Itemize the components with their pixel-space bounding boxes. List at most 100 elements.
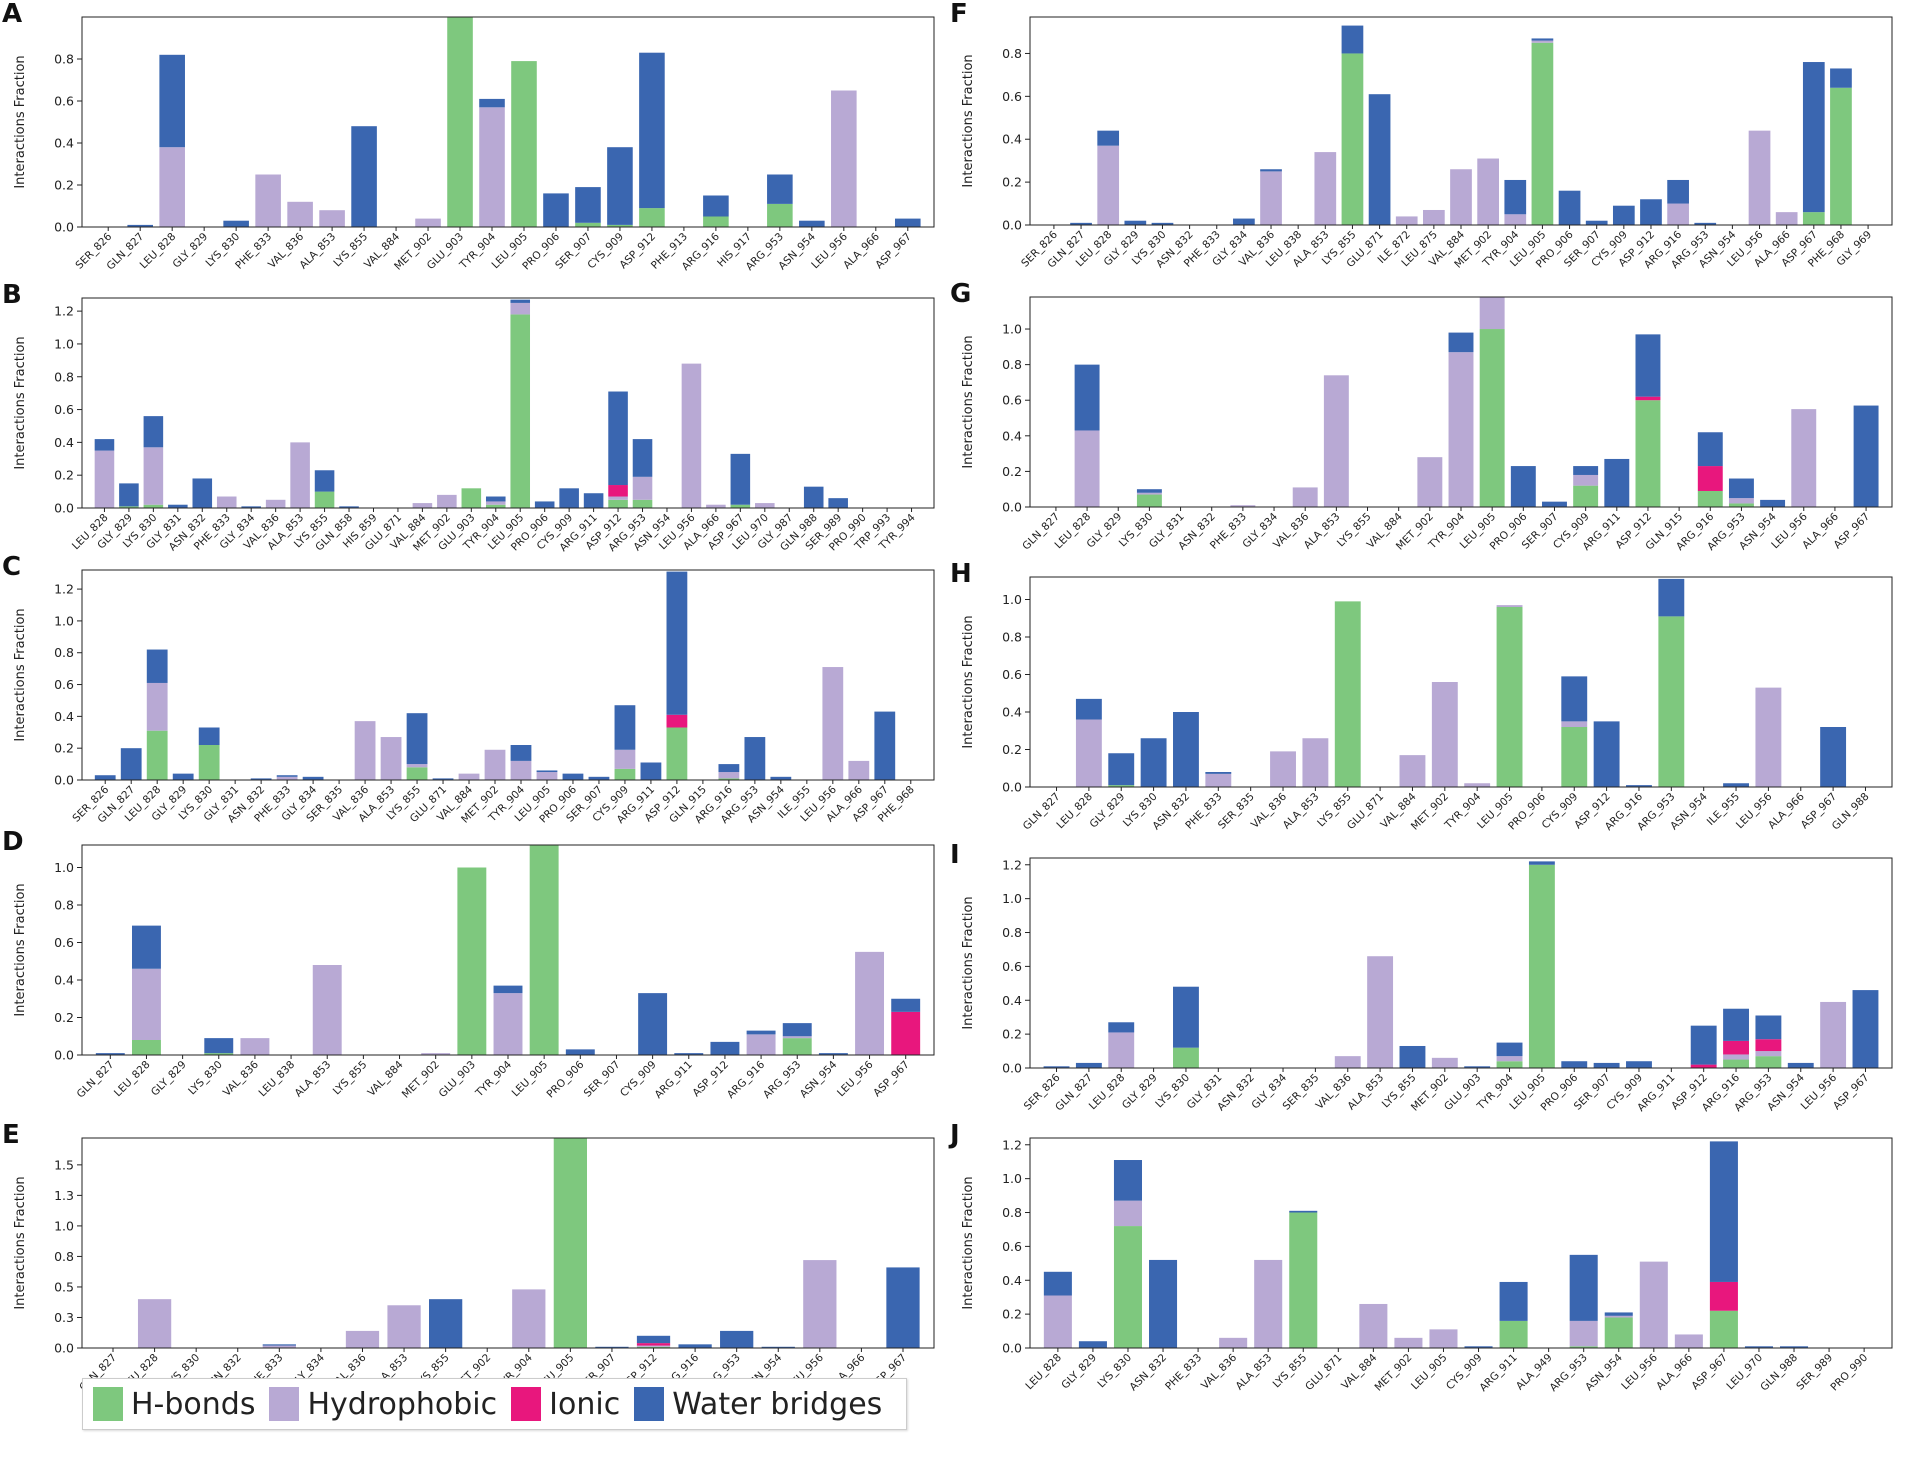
x-tick-label: LEU_838 xyxy=(257,1059,298,1100)
panel-letter: C xyxy=(2,552,21,582)
bar-hydrophobic-ala-966 xyxy=(848,760,870,780)
y-tick-label: 1.0 xyxy=(1002,891,1022,906)
y-tick-label: 1.0 xyxy=(1002,1171,1022,1186)
bar-hydrophobic-phe-833 xyxy=(216,496,237,508)
bar-h-bonds-cys-909 xyxy=(1561,727,1588,787)
y-tick-label: 0.6 xyxy=(1002,89,1022,104)
bar-h-bonds-lys-830 xyxy=(143,504,164,508)
bar-h-bonds-glu-903 xyxy=(461,488,482,508)
bar-h-bonds-arg-916 xyxy=(703,216,729,227)
bar-water-bridges-asn-954 xyxy=(1760,499,1786,507)
bar-water-bridges-asp-912 xyxy=(1635,334,1661,397)
panel-letter: E xyxy=(2,1120,20,1150)
x-tick-label: LEU_905 xyxy=(1409,1352,1450,1393)
bar-hydrophobic-ala-853 xyxy=(1254,1259,1283,1348)
bar-water-bridges-lys-830 xyxy=(143,416,164,448)
bar-h-bonds-leu-905 xyxy=(1496,607,1523,787)
y-tick-label: 0.8 xyxy=(54,1249,74,1264)
bar-hydrophobic-ala-853 xyxy=(290,442,310,508)
bar-hydrophobic-ala-853 xyxy=(1323,375,1349,507)
bar-water-bridges-leu-970 xyxy=(1744,1346,1773,1348)
bar-water-bridges-gln-827 xyxy=(95,1053,125,1055)
bar-hydrophobic-leu-828 xyxy=(146,682,168,731)
x-tick-label: VAL_836 xyxy=(221,1058,261,1098)
bar-h-bonds-leu-905 xyxy=(553,1138,587,1348)
y-tick-label: 0.6 xyxy=(54,94,74,109)
bar-water-bridges-arg-916 xyxy=(718,764,740,773)
x-tick-label: LYS_855 xyxy=(331,1059,370,1098)
bar-water-bridges-leu-828 xyxy=(1074,364,1100,431)
bar-water-bridges-gln-827 xyxy=(1075,1062,1102,1068)
bar-water-bridges-ser-907 xyxy=(588,776,610,780)
bar-h-bonds-lys-830 xyxy=(198,745,220,780)
bar-water-bridges-glu-871 xyxy=(432,778,454,780)
bar-hydrophobic-val-836 xyxy=(1270,751,1296,787)
bar-water-bridges-cys-909 xyxy=(1464,1346,1493,1348)
bar-h-bonds-lys-830 xyxy=(204,1053,234,1055)
bar-ionic-asp-967 xyxy=(1709,1281,1738,1311)
bar-h-bonds-asn-954 xyxy=(1604,1317,1633,1348)
x-tick-label: GLY_829 xyxy=(1088,791,1128,831)
panel-letter: I xyxy=(950,840,960,870)
bar-water-bridges-lys-855 xyxy=(406,713,428,765)
bar-h-bonds-asp-967 xyxy=(1709,1310,1738,1348)
bar-hydrophobic-phe-833 xyxy=(262,1345,296,1348)
bar-hydrophobic-leu-956 xyxy=(803,1260,837,1348)
bar-hydrophobic-ile-872 xyxy=(1395,216,1418,225)
bar-water-bridges-ser-907 xyxy=(575,187,601,223)
plot-frame xyxy=(1029,857,1893,1069)
y-tick-label: 0.2 xyxy=(54,178,74,193)
bar-hydrophobic-arg-953 xyxy=(782,1036,812,1039)
bar-ionic-asp-912 xyxy=(608,485,628,497)
y-tick-label: 0.4 xyxy=(54,136,74,151)
bar-water-bridges-lys-830 xyxy=(204,1038,234,1054)
bar-water-bridges-glu-903 xyxy=(1464,1066,1491,1068)
bar-water-bridges-gly-829 xyxy=(172,773,194,780)
bar-water-bridges-lys-855 xyxy=(1289,1210,1318,1213)
bar-h-bonds-glu-903 xyxy=(457,867,487,1055)
x-tick-label: ARG_953 xyxy=(761,1059,803,1101)
bar-water-bridges-gly-834 xyxy=(302,776,324,780)
x-tick-label: MET_902 xyxy=(1373,1352,1415,1394)
bar-hydrophobic-lys-855 xyxy=(406,764,428,768)
y-tick-label: 1.3 xyxy=(54,1188,74,1203)
y-tick-label: 0.8 xyxy=(1002,925,1022,940)
bar-water-bridges-leu-828 xyxy=(159,54,185,148)
bar-water-bridges-asn-954 xyxy=(770,776,792,780)
bar-hydrophobic-leu-956 xyxy=(1748,130,1771,225)
y-tick-label: 0.2 xyxy=(1002,1307,1022,1322)
bar-water-bridges-asp-967 xyxy=(894,218,921,227)
bar-water-bridges-gln-827 xyxy=(120,748,142,780)
bar-hydrophobic-phe-833 xyxy=(1230,505,1256,507)
bar-water-bridges-pro-906 xyxy=(562,773,584,780)
bar-h-bonds-lys-855 xyxy=(406,767,428,780)
y-tick-label: 0.6 xyxy=(54,677,74,692)
y-tick-label: 0.0 xyxy=(54,1341,74,1356)
bar-ionic-arg-916 xyxy=(1697,466,1723,491)
bar-h-bonds-cys-909 xyxy=(614,768,636,780)
bar-hydrophobic-arg-916 xyxy=(746,1034,776,1055)
legend-swatch-hydrophobic xyxy=(269,1387,300,1421)
bar-water-bridges-pro-906 xyxy=(565,1049,595,1055)
y-tick-label: 0.0 xyxy=(54,773,74,788)
bar-hydrophobic-tyr-904 xyxy=(493,993,523,1055)
x-tick-label: ASN_954 xyxy=(1583,1351,1625,1393)
bar-water-bridges-tyr-904 xyxy=(1496,1042,1523,1057)
bar-h-bonds-asp-912 xyxy=(636,1346,671,1348)
bar-water-bridges-glu-871 xyxy=(1368,94,1391,225)
bar-water-bridges-asp-912 xyxy=(1593,721,1620,787)
x-tick-label: ALA_853 xyxy=(1345,1072,1386,1113)
bar-water-bridges-asn-832 xyxy=(1149,1259,1178,1348)
y-tick-label: 0.6 xyxy=(54,402,74,417)
y-tick-label: 1.0 xyxy=(54,1218,74,1233)
panel-letter: H xyxy=(950,559,972,589)
bar-water-bridges-ser-826 xyxy=(94,775,116,780)
bar-water-bridges-arg-953 xyxy=(767,174,793,204)
bar-water-bridges-arg-916 xyxy=(678,1344,712,1348)
bar-h-bonds-phe-968 xyxy=(1830,87,1852,226)
bar-hydrophobic-ala-853 xyxy=(1314,152,1337,225)
bar-h-bonds-arg-916 xyxy=(1697,490,1723,507)
y-tick-label: 1.0 xyxy=(54,860,74,875)
